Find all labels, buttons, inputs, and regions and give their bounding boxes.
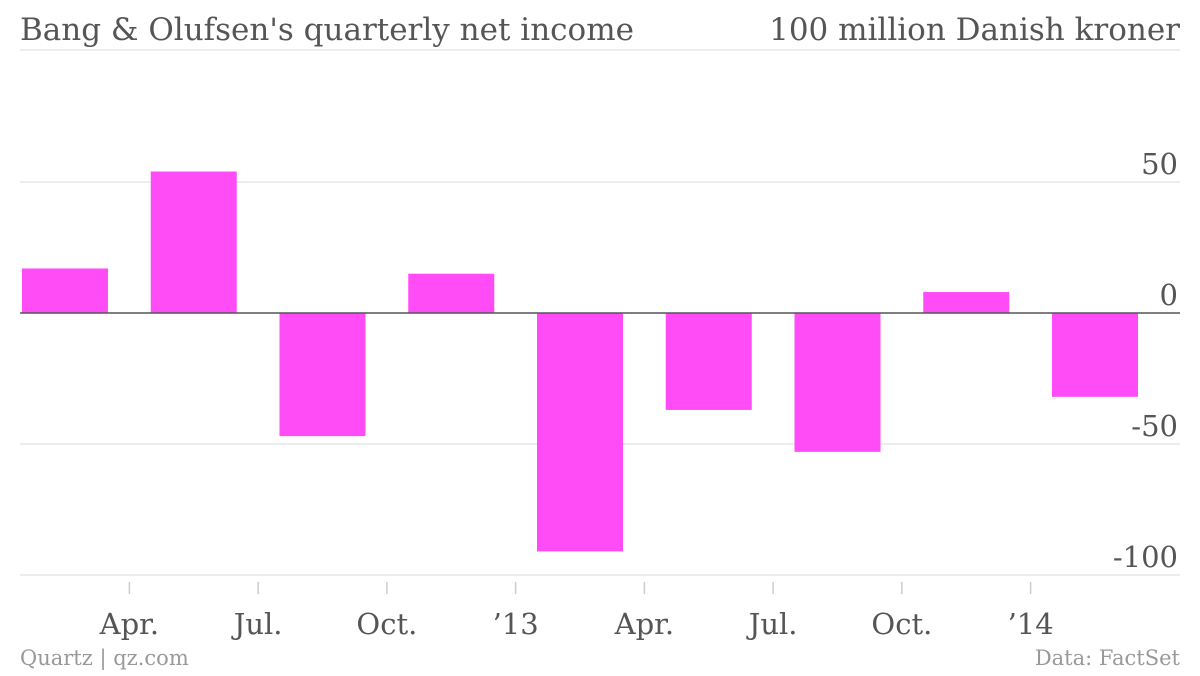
y-tick-label: 50: [1141, 147, 1178, 181]
bars: [22, 171, 1138, 552]
x-tick-label: Jul.: [231, 607, 283, 641]
x-tick-label: Apr.: [99, 607, 159, 641]
axes: 50 0 -50 -100 Apr. Jul. Oct. ’13 Apr. Jul. Oct. ’14: [20, 147, 1180, 641]
y-tick-label: -50: [1131, 409, 1178, 443]
x-tick-label: Apr.: [614, 607, 674, 641]
chart-title: Bang & Olufsen's quarterly net income: [20, 12, 634, 48]
bar: [537, 313, 623, 552]
x-tick-label: Oct.: [871, 607, 932, 641]
x-tick-label: ’13: [493, 607, 539, 641]
x-tick-label: Oct.: [356, 607, 417, 641]
x-tick-label: ’14: [1008, 607, 1054, 641]
y-tick-label: -100: [1113, 540, 1178, 574]
y-tick-label: 0: [1160, 278, 1178, 312]
bar: [408, 273, 495, 313]
bar: [150, 171, 237, 313]
bar: [1052, 313, 1138, 397]
bar: [794, 313, 881, 452]
unit-label: 100 million Danish kroner: [769, 12, 1180, 48]
bar: [665, 313, 752, 410]
bar: [22, 268, 108, 313]
bar: [279, 313, 366, 437]
footer-source: Data: FactSet: [1034, 646, 1180, 670]
x-tick-label: Jul.: [746, 607, 798, 641]
footer-credit: Quartz | qz.com: [20, 646, 189, 670]
bar: [923, 292, 1010, 313]
